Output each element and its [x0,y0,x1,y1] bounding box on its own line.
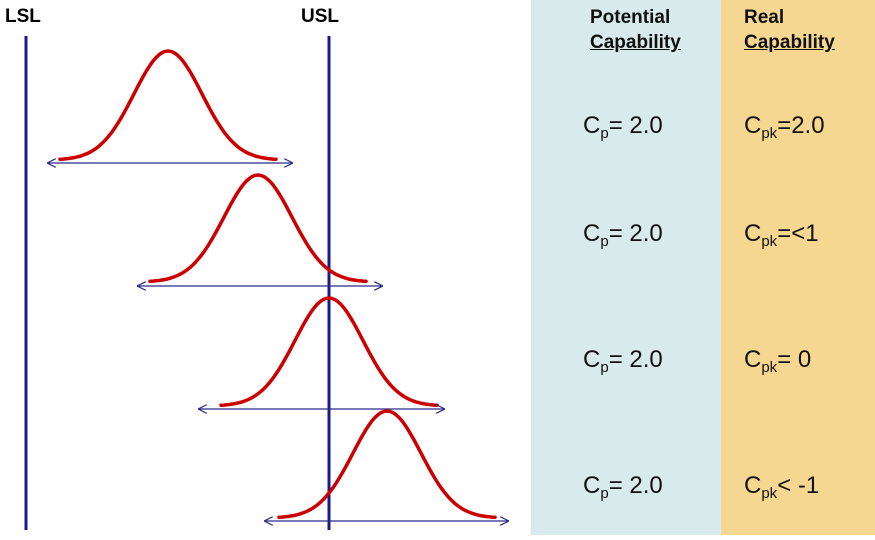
bell-curve-1 [58,49,278,162]
cp-value-row-3: Cp= 2.0 [583,346,663,376]
cpk-value-row-1: Cpk=2.0 [744,112,825,142]
cp-value-row-4: Cp= 2.0 [583,472,663,502]
usl-label: USL [301,6,339,27]
real-capability-column: Real Capability Cpk=2.0 Cpk=<1 Cpk= 0 Cp… [721,0,875,535]
potential-header-line2: Capability [590,32,681,53]
real-header-line2: Capability [744,32,835,53]
cpk-value-row-2: Cpk=<1 [744,220,819,250]
cp-value-row-2: Cp= 2.0 [583,220,663,250]
cp-value-row-1: Cp= 2.0 [583,112,663,142]
lsl-label: LSL [5,6,41,27]
cpk-value-row-3: Cpk= 0 [744,346,812,376]
bell-curve-4 [277,409,497,520]
cpk-value-row-4: Cpk< -1 [744,472,820,502]
bell-curve-2 [148,173,368,284]
distribution-plot [24,36,530,530]
real-capability-header: Real Capability [744,5,835,55]
potential-capability-column: Potential Capability Cp= 2.0 Cp= 2.0 Cp=… [531,0,721,535]
potential-header-line1: Potential [590,7,671,28]
real-header-line1: Real [744,7,785,28]
capability-diagram: LSL USL [5,6,530,530]
potential-capability-header: Potential Capability [590,5,681,55]
bell-curve-3 [219,296,439,408]
